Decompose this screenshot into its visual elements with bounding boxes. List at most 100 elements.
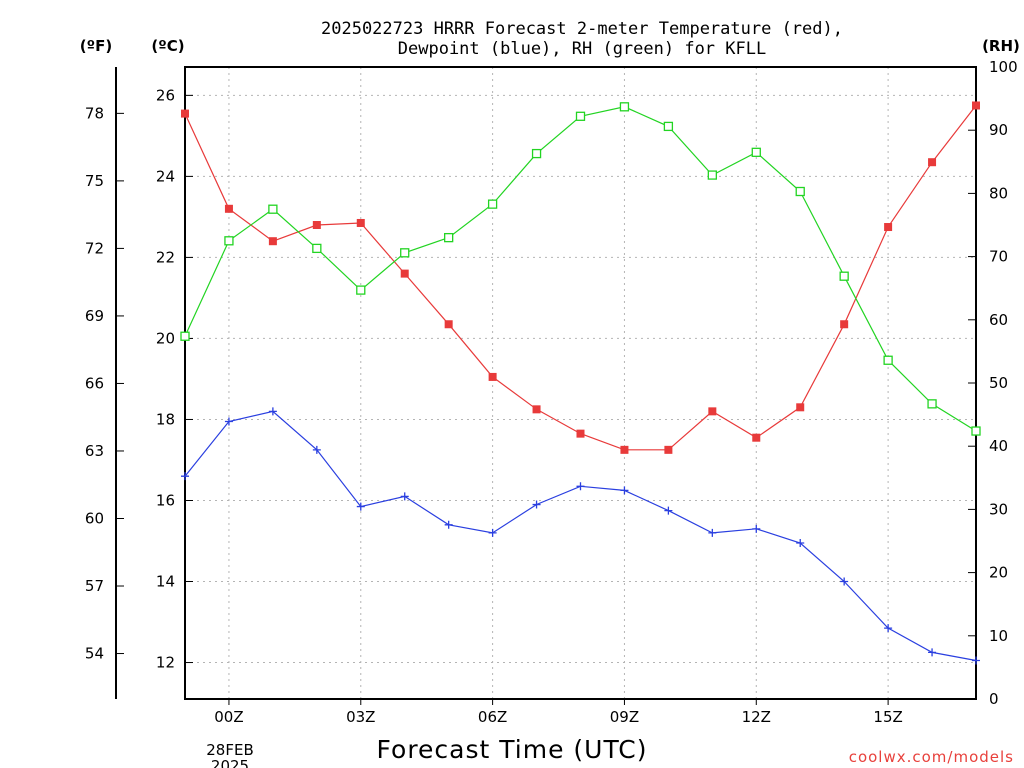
- dewpoint-point: [664, 506, 673, 515]
- rh-tick-label: 100: [989, 58, 1018, 76]
- temperature-point: [928, 158, 937, 167]
- celsius-tick-label: 16: [156, 491, 175, 509]
- x-axis-label: Forecast Time (UTC): [377, 735, 648, 764]
- dewpoint-point: [752, 524, 761, 533]
- fahrenheit-tick-label: 54: [85, 645, 104, 663]
- rh-tick-label: 40: [989, 437, 1008, 455]
- rh-point: [619, 102, 630, 112]
- fahrenheit-tick-label: 57: [85, 577, 104, 595]
- dewpoint-point: [796, 539, 805, 548]
- temperature-point: [400, 269, 409, 278]
- celsius-tick-label: 14: [156, 573, 175, 591]
- dewpoint-point: [928, 648, 937, 657]
- dewpoint-point: [576, 482, 585, 491]
- dewpoint-point: [268, 407, 277, 416]
- temperature-point: [268, 237, 277, 246]
- rh-point: [531, 148, 542, 159]
- temperature-point: [752, 433, 761, 442]
- temperature-point: [444, 320, 453, 329]
- rh-tick-label: 30: [989, 500, 1008, 518]
- plot-frame: [184, 66, 977, 700]
- rh-axis-unit: (RH): [982, 37, 1020, 55]
- rh-point: [444, 232, 454, 243]
- dewpoint-point: [972, 656, 980, 665]
- temperature-point: [796, 403, 805, 412]
- dewpoint-point: [884, 624, 893, 633]
- x-tick-label: 09Z: [610, 708, 639, 726]
- rh-point: [575, 111, 586, 121]
- temperature-point: [224, 204, 233, 213]
- dewpoint-point: [532, 500, 541, 509]
- temperature-point: [181, 109, 189, 118]
- rh-point: [751, 147, 761, 157]
- x-tick-label: 06Z: [478, 708, 507, 726]
- temperature-point: [488, 372, 497, 381]
- dewpoint-point: [708, 528, 717, 537]
- axis-ticks: 12 14 16 18 20 22 24 26 00Z 03Z 06Z 09Z 12Z 15Z 54 57 60…: [85, 58, 1018, 726]
- rh-point: [795, 186, 805, 197]
- rh-point: [224, 236, 234, 246]
- rh-tick-label: 0: [989, 690, 999, 708]
- rh-point: [400, 248, 410, 258]
- rh-point: [180, 331, 190, 341]
- temperature-point: [532, 405, 541, 414]
- rh-point: [927, 399, 937, 409]
- rh-point: [487, 199, 498, 209]
- dewpoint-point: [356, 502, 365, 511]
- rh-tick-label: 80: [989, 184, 1008, 202]
- celsius-axis-unit: (ºC): [151, 37, 184, 55]
- temperature-point: [840, 320, 849, 329]
- temperature-line: [184, 105, 977, 451]
- celsius-tick-label: 22: [156, 248, 175, 266]
- celsius-tick-label: 12: [156, 654, 175, 672]
- rh-point: [707, 170, 717, 180]
- rh-point: [268, 204, 278, 214]
- temperature-point: [576, 429, 585, 438]
- data-series: [180, 101, 981, 665]
- temperature-point: [312, 221, 321, 229]
- dewpoint-line: [184, 410, 977, 662]
- rh-tick-label: 20: [989, 564, 1008, 582]
- rh-point: [839, 271, 849, 281]
- rh-point: [971, 426, 981, 436]
- rh-point: [356, 285, 366, 295]
- rh-line: [184, 106, 977, 432]
- credit-link[interactable]: coolwx.com/models: [849, 748, 1014, 766]
- grid-lines: [185, 67, 976, 699]
- rh-tick-label: 70: [989, 248, 1008, 266]
- x-tick-label: 12Z: [742, 708, 771, 726]
- temperature-point: [356, 218, 365, 227]
- fahrenheit-tick-label: 60: [85, 509, 104, 527]
- fahrenheit-tick-label: 75: [85, 172, 104, 190]
- x-date-line-1: 28FEB: [206, 741, 253, 759]
- celsius-tick-label: 24: [156, 167, 175, 185]
- rh-tick-label: 10: [989, 627, 1008, 645]
- celsius-tick-label: 20: [156, 329, 175, 347]
- dewpoint-point: [620, 486, 629, 495]
- rh-tick-label: 90: [989, 121, 1008, 139]
- dewpoint-point: [444, 520, 453, 529]
- rh-point: [312, 243, 322, 254]
- fahrenheit-tick-label: 78: [85, 104, 104, 122]
- x-tick-label: 03Z: [346, 708, 375, 726]
- rh-tick-label: 60: [989, 311, 1008, 329]
- fahrenheit-tick-label: 72: [85, 239, 104, 257]
- dewpoint-point: [224, 417, 233, 426]
- x-tick-label: 15Z: [873, 708, 902, 726]
- rh-point: [883, 355, 893, 365]
- temperature-point: [884, 223, 893, 232]
- x-date-line-2: 2025: [211, 757, 249, 768]
- fahrenheit-axis-unit: (ºF): [80, 37, 112, 55]
- dewpoint-point: [840, 577, 849, 586]
- chart-title-line-1: 2025022723 HRRR Forecast 2-meter Tempera…: [321, 19, 843, 39]
- temperature-point: [708, 407, 717, 416]
- rh-point: [663, 121, 674, 132]
- dewpoint-point: [312, 445, 321, 454]
- celsius-tick-label: 26: [156, 86, 175, 104]
- dewpoint-point: [181, 472, 189, 481]
- dewpoint-point: [488, 528, 497, 537]
- fahrenheit-tick-label: 63: [85, 442, 104, 460]
- temperature-point: [972, 101, 980, 110]
- fahrenheit-tick-label: 66: [85, 374, 104, 392]
